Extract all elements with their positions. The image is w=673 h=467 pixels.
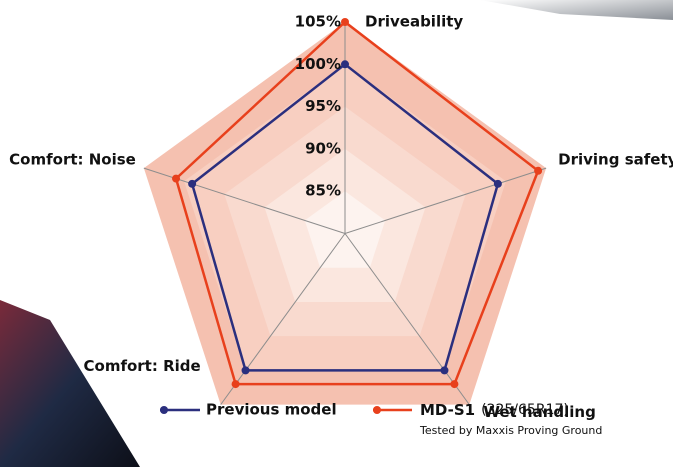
data-point (188, 180, 196, 188)
r-tick-label: 105% (295, 13, 341, 31)
data-point (242, 366, 250, 374)
legend-swatch (373, 406, 381, 414)
grid (144, 22, 546, 405)
r-tick-label: 95% (305, 97, 341, 115)
r-tick-label: 100% (295, 55, 341, 73)
data-point (494, 180, 502, 188)
data-point (341, 60, 349, 68)
legend-label: MD-S1 (420, 401, 475, 419)
footnote: Tested by Maxxis Proving Ground (419, 424, 602, 437)
data-point (450, 380, 458, 388)
legend-spec: (225/65R17) (481, 402, 569, 418)
category-label: Comfort: Ride (84, 357, 201, 375)
legend-label: MD-S1 (225/65R17) (420, 401, 569, 419)
background-decoration (480, 0, 673, 20)
data-point (341, 18, 349, 26)
legend-swatch (160, 406, 168, 414)
legend-label: Previous model (206, 401, 337, 419)
category-label: Comfort: Noise (9, 151, 136, 169)
data-point (172, 175, 180, 183)
chart: DriveabilityDriving safetyWet handlingCo… (0, 0, 673, 467)
category-label: Driveability (365, 13, 463, 31)
r-tick-label: 90% (305, 139, 341, 157)
background-decoration (0, 300, 140, 467)
data-point (534, 167, 542, 175)
category-label: Driving safety (558, 151, 673, 169)
data-point (232, 380, 240, 388)
r-tick-label: 85% (305, 182, 341, 200)
data-point (440, 366, 448, 374)
